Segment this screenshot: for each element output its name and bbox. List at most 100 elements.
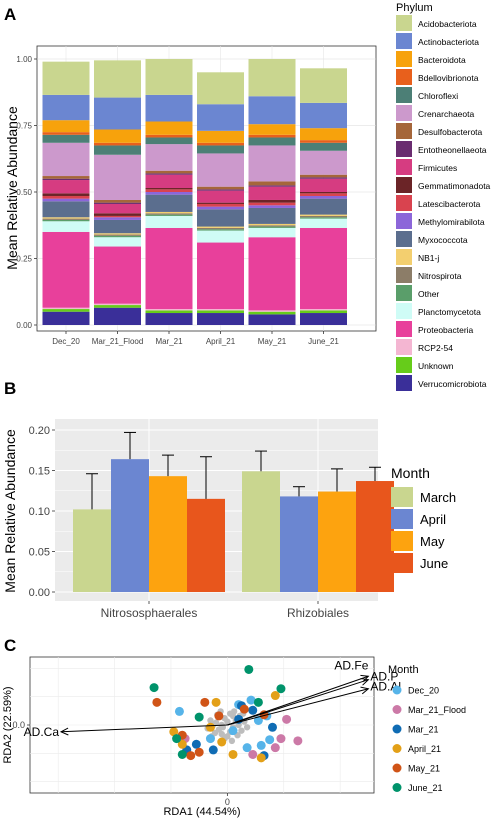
panel-b-y-tick-label: 0.15 [29,466,50,478]
legend-key-desulfobacterota [396,123,412,139]
panel-b-y-ticks: 0.00 0.05 0.10 0.15 0.20 [29,425,55,599]
bar-segment-verrucomicrobiota [248,314,296,325]
sample-point-mar-21-flood [282,714,292,724]
sample-point-may-21 [152,697,162,707]
bar-segment-planctomycetota [300,218,347,228]
bar-segment-proteobacteria [94,246,141,304]
bar-segment-bdellovibrionota [42,132,90,135]
bar-segment-acidobacteriota [197,72,244,105]
bar-april-nitrososphaerales [111,459,149,592]
bar-segment-chloroflexi [94,145,141,155]
bar-segment-latescibacterota [197,203,244,207]
bar-segment-methylomirabilota [145,192,193,195]
bar-segment-chloroflexi [145,137,193,145]
bar-segment-chloroflexi [248,137,296,146]
legend-label-bacteroidota: Bacteroidota [418,55,466,65]
legend-key-nitrospirota [396,267,412,283]
bar-segment-actinobacteriota [248,96,296,125]
panel-a-y-tick-label: 1.00 [16,55,32,64]
legend-label-actinobacteriota: Actinobacteriota [418,37,479,47]
bar-segment-proteobacteria [145,227,193,310]
bar-segment-unknown [94,305,141,308]
bar-segment-chloroflexi [42,134,90,143]
bar-segment-latescibacterota [42,195,90,199]
panel-a-y-axis-label: Mean Relative Abundance [4,106,20,270]
sample-point-june-21 [194,712,204,722]
legend-key-bacteroidota [396,51,412,67]
sample-point-dec-20 [256,740,266,750]
bar-segment-methylomirabilota [248,205,296,208]
bar-june-nitrososphaerales [187,498,225,592]
sample-point-unlabeled [230,708,238,715]
legend-key-dec-20 [392,685,402,695]
sample-point-may-21 [214,711,224,721]
panel-c-y-tick-label: 0.0 [12,720,25,730]
bar-segment-entotheonellaeota [145,173,193,175]
x-tick-label-dec-20: Dec_20 [52,337,80,346]
panel-a-legend-title: Phylum [396,2,433,14]
bar-segment-desulfobacterota [94,199,141,203]
legend-key-myxococcota [396,231,412,247]
bar-segment-gemmatimonadota [197,202,244,204]
vector-arrowhead-ad-al [360,686,370,695]
legend-key-other [396,285,412,301]
legend-label-dec-20: Dec_20 [408,686,439,696]
legend-key-gemmatimonadota [396,177,412,193]
legend-label-proteobacteria: Proteobacteria [418,325,474,335]
bar-segment-planctomycetota [197,230,244,243]
panel-c-y-axis-label: RDA2 (22.59%) [2,686,14,763]
sample-point-unlabeled [243,724,251,731]
bar-segment-proteobacteria [248,237,296,311]
sample-point-mar-21-flood [276,734,286,744]
bar-segment-rcp2-54 [145,309,193,311]
legend-label-mar-21-flood: Mar_21_Flood [408,705,466,715]
bar-segment-acidobacteriota [42,61,90,95]
panel-b-grouped-bar-chart: 0.00 0.05 0.10 0.15 0.20 Nitrososphaerales Rh… [2,419,456,620]
panel-c-x-tick-label: 0 [225,797,230,807]
vector-arrowhead-ad-fe [360,674,370,683]
legend-label-latescibacterota: Latescibacterota [418,199,481,209]
bar-segment-latescibacterota [94,215,141,218]
bar-segment-bacteroidota [145,121,193,135]
legend-key-june-21 [392,783,402,792]
legend-key-proteobacteria [396,321,412,337]
sample-point-may-21 [186,751,196,761]
bar-segment-acidobacteriota [94,60,141,98]
bar-segment-planctomycetota [145,215,193,228]
bar-segment-myxococcota [300,198,347,215]
bar-segment-unknown [248,311,296,315]
bar-segment-proteobacteria [300,227,347,310]
sample-point-june-21 [149,683,159,693]
sample-point-april-21 [228,749,238,759]
bar-segment-latescibacterota [145,189,193,192]
bar-segment-myxococcota [42,201,90,218]
legend-label-june-21: June_21 [408,783,443,793]
legend-label-april-21: April_21 [408,744,441,754]
legend-label-may-21: May_21 [408,764,440,774]
bar-segment-actinobacteriota [300,102,347,129]
legend-key-acidobacteriota [396,15,412,31]
bar-march-nitrososphaerales [73,509,111,592]
vector-ad-ca [60,724,228,733]
sample-point-unlabeled [238,727,245,734]
panel-a-bars [42,59,347,325]
bar-segment-desulfobacterota [248,181,296,186]
legend-key-actinobacteriota [396,33,412,49]
vector-label-ad-fe: AD.Fe [334,658,368,672]
bar-segment-nb1-j [94,233,141,235]
legend-key-april-21 [392,744,402,753]
vector-ad-al [227,688,369,726]
bar-segment-gemmatimonadota [145,188,193,190]
bar-june-rhizobiales [356,481,394,592]
legend-label-rcp2-54: RCP2-54 [418,343,453,353]
bar-segment-nitrospirota [300,215,347,218]
bar-segment-unknown [42,309,90,312]
bar-segment-planctomycetota [248,227,296,238]
bar-april-rhizobiales [280,496,318,592]
bar-segment-firmicutes [300,178,347,192]
bar-segment-chloroflexi [197,145,244,154]
bar-segment-desulfobacterota [42,176,90,179]
bar-segment-bdellovibrionota [145,134,193,138]
